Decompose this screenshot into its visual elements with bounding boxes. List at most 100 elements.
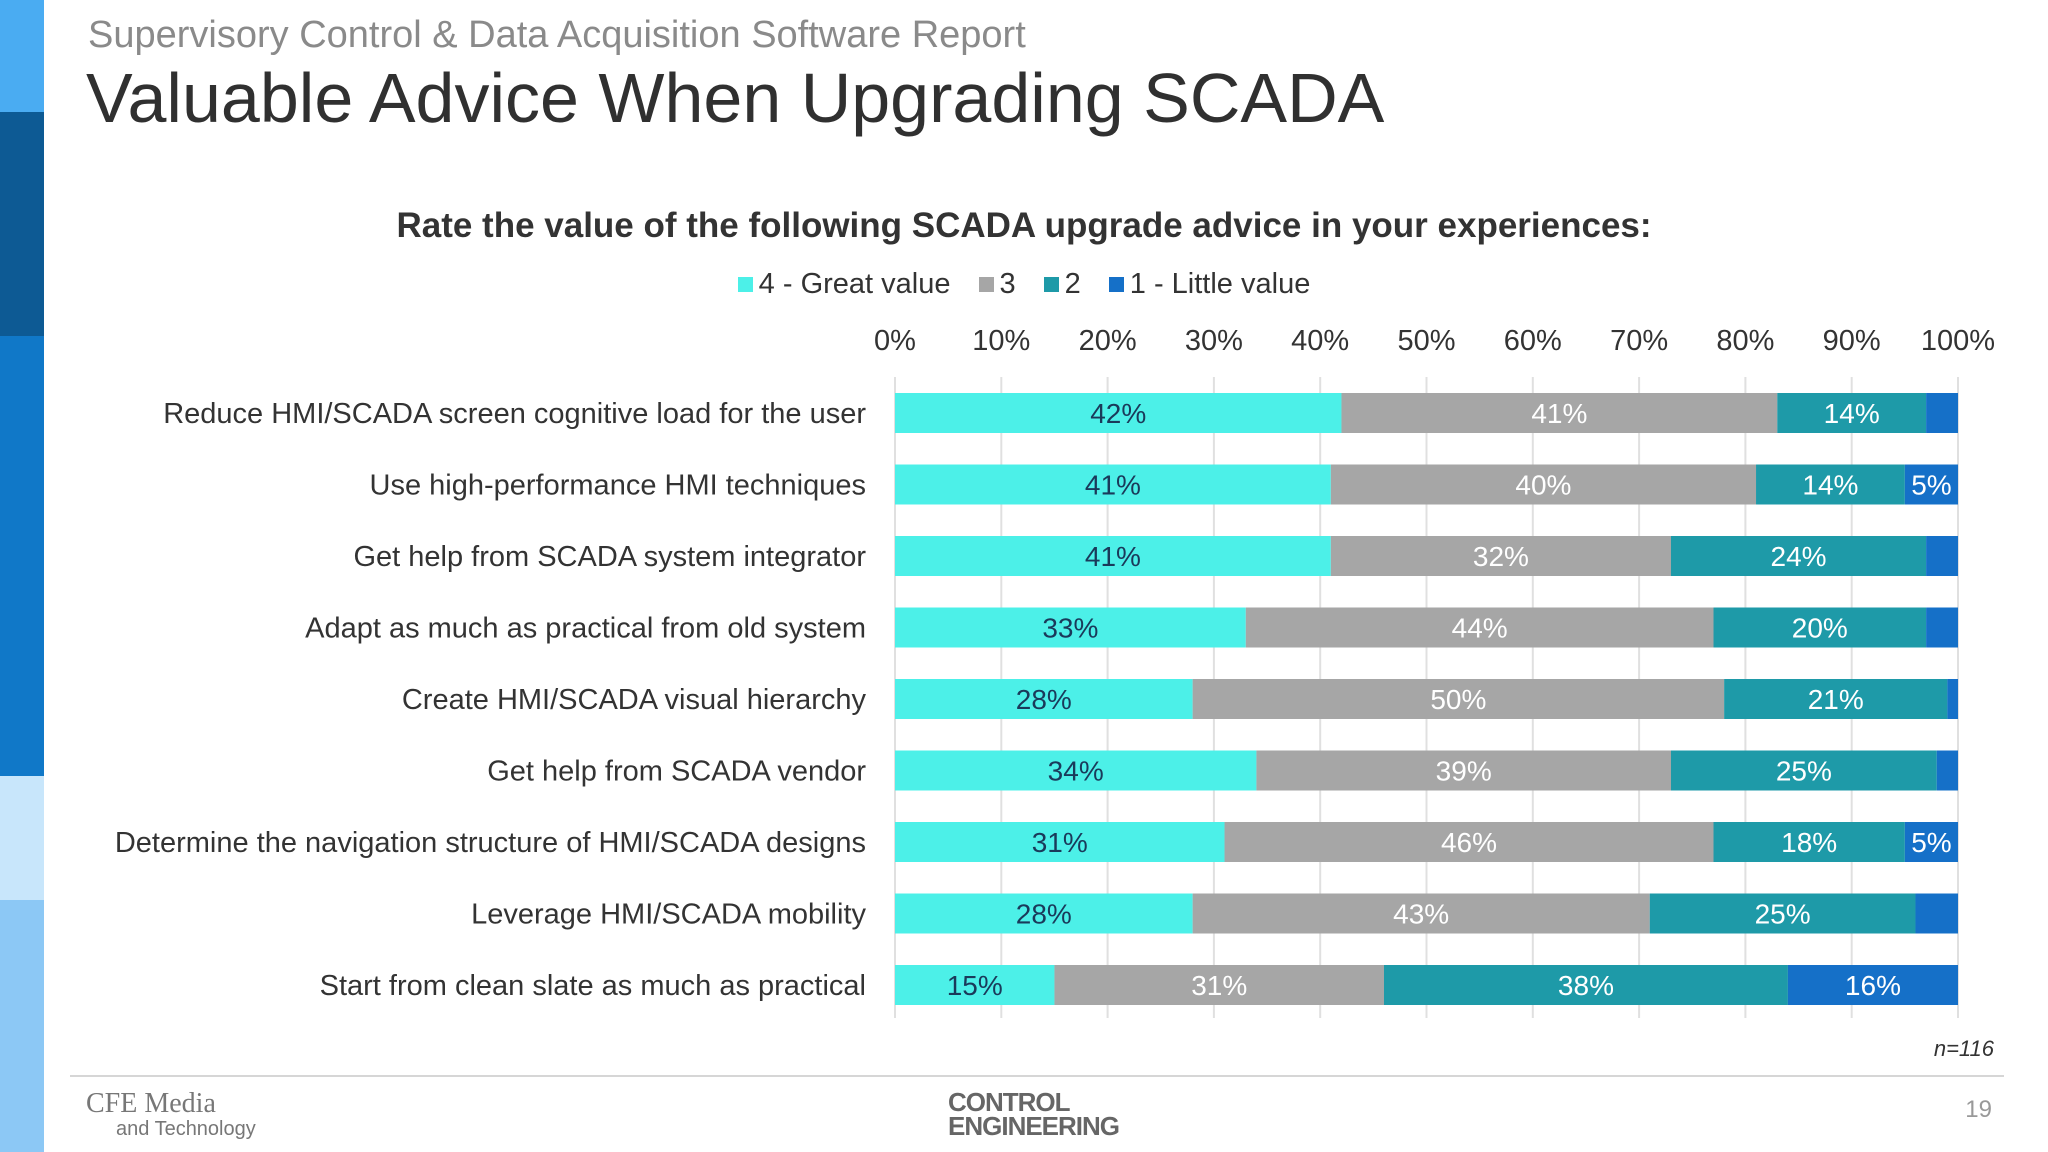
- category-label: Determine the navigation structure of HM…: [115, 827, 866, 859]
- sidebar-strip-3: [0, 336, 44, 776]
- bar-segment: [1341, 393, 1778, 433]
- control-engineering-logo-line2: ENGINEERING: [948, 1111, 1120, 1141]
- data-label: 18%: [1781, 827, 1837, 858]
- x-tick-label: 90%: [1823, 325, 1881, 357]
- bar-segment: [1777, 393, 1927, 433]
- legend-label-little-value: 1 - Little value: [1129, 268, 1311, 300]
- data-label: 20%: [1792, 613, 1848, 644]
- bar-segment: [1915, 893, 1958, 934]
- category-label: Create HMI/SCADA visual hierarchy: [402, 684, 867, 716]
- data-label: 34%: [1048, 756, 1104, 787]
- legend-label-great-value: 4 - Great value: [758, 268, 951, 300]
- data-label: 25%: [1776, 756, 1832, 787]
- category-label: Leverage HMI/SCADA mobility: [471, 899, 866, 931]
- data-label: 38%: [1558, 970, 1614, 1001]
- legend-item-little-value: 1 - Little value: [1108, 268, 1311, 301]
- bar-segment: [1224, 822, 1714, 862]
- bar-segment: [1649, 893, 1916, 934]
- category-label: Get help from SCADA vendor: [487, 756, 866, 788]
- data-label: 39%: [1436, 756, 1492, 787]
- bar-segment: [1904, 822, 1958, 862]
- cfe-media-logo: CFE Media and Technology: [86, 1088, 256, 1141]
- bar-segment: [1947, 679, 1958, 719]
- legend-item-2: 2: [1043, 268, 1081, 301]
- legend-swatch-2: [1043, 277, 1059, 292]
- data-label: 41%: [1531, 398, 1587, 429]
- data-label: 5%: [1911, 827, 1951, 858]
- bar-segment: [1926, 393, 1958, 433]
- data-label: 50%: [1430, 684, 1486, 715]
- bar-segment: [1926, 607, 1958, 648]
- x-tick-label: 0%: [874, 325, 916, 357]
- legend-label-3: 3: [999, 268, 1016, 300]
- bar-segment: [895, 750, 1257, 791]
- bar-segment: [1245, 607, 1714, 648]
- legend-label-2: 2: [1064, 268, 1081, 300]
- legend-item-great-value: 4 - Great value: [737, 268, 951, 301]
- cfe-media-logo-line1: CFE Media: [86, 1088, 216, 1119]
- data-label: 16%: [1845, 970, 1901, 1001]
- x-tick-label: 30%: [1185, 325, 1243, 357]
- data-label: 43%: [1393, 899, 1449, 930]
- data-label: 31%: [1032, 827, 1088, 858]
- data-label: 14%: [1802, 470, 1858, 501]
- data-label: 44%: [1452, 613, 1508, 644]
- bar-segment: [1670, 750, 1937, 791]
- footer-divider: [70, 1075, 2004, 1077]
- data-label: 46%: [1441, 827, 1497, 858]
- bar-segment: [895, 965, 1055, 1005]
- data-label: 41%: [1085, 470, 1141, 501]
- category-label: Get help from SCADA system integrator: [353, 541, 866, 573]
- legend-swatch-great-value: [737, 277, 753, 292]
- legend-swatch-little-value: [1108, 277, 1124, 292]
- data-label: 15%: [947, 970, 1003, 1001]
- bar-segment: [1724, 679, 1948, 719]
- bar-segment: [1383, 965, 1788, 1005]
- category-label: Adapt as much as practical from old syst…: [305, 613, 866, 645]
- data-label: 33%: [1042, 613, 1098, 644]
- bar-segment: [1256, 750, 1671, 791]
- chart-legend: 4 - Great value 3 2 1 - Little value: [0, 268, 2048, 301]
- data-label: 5%: [1911, 470, 1951, 501]
- data-label: 28%: [1016, 899, 1072, 930]
- bar-segment: [1904, 464, 1958, 505]
- bar-segment: [895, 536, 1331, 576]
- category-label: Reduce HMI/SCADA screen cognitive load f…: [163, 398, 866, 430]
- bar-segment: [1926, 536, 1958, 576]
- x-tick-label: 70%: [1610, 325, 1668, 357]
- sample-size-note: n=116: [1933, 1036, 1994, 1061]
- chart-title: Rate the value of the following SCADA up…: [396, 206, 1652, 245]
- bar-segment: [895, 607, 1246, 648]
- data-label: 24%: [1771, 541, 1827, 572]
- data-label: 28%: [1016, 684, 1072, 715]
- x-tick-label: 20%: [1079, 325, 1137, 357]
- data-label: 14%: [1824, 398, 1880, 429]
- bar-segment: [895, 893, 1193, 934]
- page-number: 19: [1965, 1096, 1992, 1123]
- bar-segment: [1756, 464, 1905, 505]
- data-label: 21%: [1808, 684, 1864, 715]
- bar-segment: [1787, 965, 1958, 1005]
- x-tick-label: 100%: [1921, 325, 1995, 357]
- bar-segment: [895, 393, 1342, 433]
- bar-segment: [1330, 536, 1671, 576]
- category-label: Start from clean slate as much as practi…: [320, 970, 866, 1002]
- data-label: 25%: [1755, 899, 1811, 930]
- x-tick-label: 40%: [1291, 325, 1349, 357]
- report-superhead: Supervisory Control & Data Acquisition S…: [88, 14, 1026, 56]
- bar-segment: [1713, 822, 1905, 862]
- bar-segment: [895, 679, 1193, 719]
- control-engineering-logo-line1: CONTROL: [948, 1087, 1071, 1117]
- data-label: 31%: [1191, 970, 1247, 1001]
- sidebar-strip-1: [0, 0, 44, 112]
- legend-item-3: 3: [978, 268, 1016, 301]
- x-tick-label: 10%: [972, 325, 1030, 357]
- slide-title: Valuable Advice When Upgrading SCADA: [86, 59, 1385, 137]
- data-label: 32%: [1473, 541, 1529, 572]
- bar-segment: [1192, 893, 1650, 934]
- x-tick-label: 80%: [1716, 325, 1774, 357]
- bar-segment: [1054, 965, 1384, 1005]
- bar-segment: [895, 822, 1225, 862]
- x-tick-label: 60%: [1504, 325, 1562, 357]
